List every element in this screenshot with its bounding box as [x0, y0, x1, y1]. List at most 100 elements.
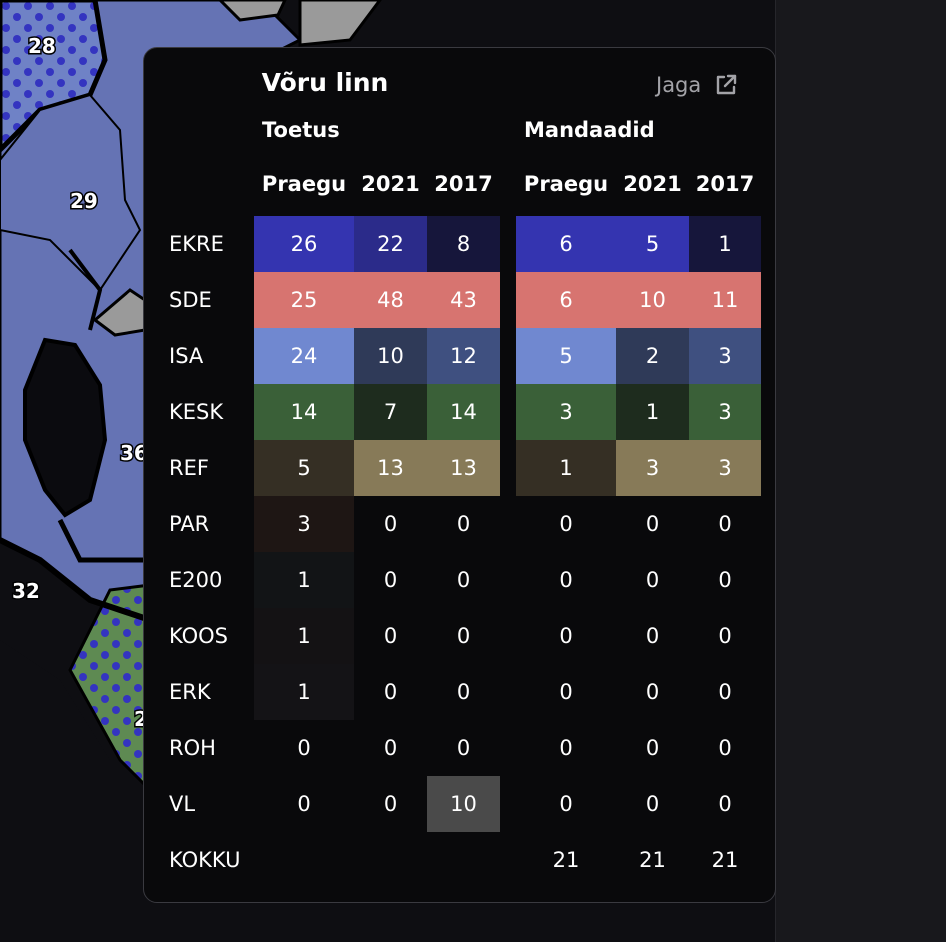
party-label: REF — [169, 456, 209, 480]
map-lake — [23, 337, 108, 518]
support-cell: 0 — [456, 736, 471, 760]
seats-cell: 0 — [559, 568, 573, 592]
support-cell: 24 — [254, 328, 354, 384]
seats-cell: 3 — [616, 440, 689, 496]
total-cell: 21 — [552, 848, 580, 872]
seats-cell: 1 — [616, 384, 689, 440]
seats-cell: 0 — [645, 792, 660, 816]
section-seats-header: Mandaadid — [524, 118, 655, 142]
seats-cell: 1 — [516, 440, 616, 496]
seats-cell: 5 — [516, 328, 616, 384]
support-cell: 13 — [354, 440, 427, 496]
column-header: 2017 — [695, 172, 755, 196]
support-cell: 0 — [383, 792, 398, 816]
support-cell: 3 — [254, 496, 354, 552]
map-label: 32 — [12, 579, 40, 603]
seats-cell: 0 — [645, 512, 660, 536]
seats-cell: 0 — [645, 680, 660, 704]
share-label: Jaga — [656, 73, 702, 97]
seats-cell: 0 — [559, 792, 573, 816]
support-cell: 7 — [354, 384, 427, 440]
column-header: Praegu — [261, 172, 347, 196]
support-cell: 48 — [354, 272, 427, 328]
support-cell: 14 — [254, 384, 354, 440]
total-cell: 21 — [639, 848, 666, 872]
support-cell: 1 — [254, 552, 354, 608]
support-cell: 0 — [456, 624, 471, 648]
seats-cell: 5 — [616, 216, 689, 272]
seats-cell: 0 — [718, 736, 732, 760]
support-cell: 0 — [456, 568, 471, 592]
support-cell: 0 — [383, 568, 398, 592]
party-label: SDE — [169, 288, 212, 312]
section-support-header: Toetus — [262, 118, 340, 142]
seats-cell: 0 — [559, 736, 573, 760]
column-header: 2017 — [434, 172, 493, 196]
seats-cell: 3 — [689, 440, 761, 496]
support-cell: 0 — [383, 512, 398, 536]
party-label: ROH — [169, 736, 216, 760]
seats-cell: 0 — [559, 680, 573, 704]
seats-cell: 0 — [645, 568, 660, 592]
map[interactable]: 28 29 3 6 32 2 — [0, 0, 780, 942]
total-label: KOKKU — [169, 848, 241, 872]
map-label: 28 — [28, 34, 56, 58]
support-cell: 0 — [383, 624, 398, 648]
seats-cell: 11 — [689, 272, 761, 328]
seats-cell: 0 — [645, 624, 660, 648]
support-cell: 26 — [254, 216, 354, 272]
support-cell: 13 — [427, 440, 500, 496]
support-cell: 1 — [254, 664, 354, 720]
seats-cell: 0 — [559, 512, 573, 536]
support-cell: 25 — [254, 272, 354, 328]
support-cell: 0 — [297, 792, 311, 816]
support-cell: 14 — [427, 384, 500, 440]
map-region-gray — [217, 0, 287, 22]
support-cell: 0 — [383, 736, 398, 760]
party-label: PAR — [169, 512, 210, 536]
support-cell: 0 — [383, 680, 398, 704]
party-label: EKRE — [169, 232, 224, 256]
seats-cell: 0 — [718, 792, 732, 816]
seats-cell: 1 — [689, 216, 761, 272]
party-label: ERK — [169, 680, 211, 704]
column-header: 2021 — [623, 172, 682, 196]
support-cell: 1 — [254, 608, 354, 664]
party-label: KESK — [169, 400, 224, 424]
party-label: KOOS — [169, 624, 229, 648]
seats-cell: 0 — [718, 680, 732, 704]
seats-cell: 6 — [516, 216, 616, 272]
seats-cell: 0 — [559, 624, 573, 648]
support-cell: 5 — [254, 440, 354, 496]
support-cell: 8 — [427, 216, 500, 272]
support-cell: 0 — [456, 512, 471, 536]
map-region-gray — [298, 0, 382, 47]
support-cell: 0 — [297, 736, 311, 760]
seats-cell: 0 — [718, 568, 732, 592]
panel-title: Võru linn — [261, 68, 389, 97]
map-region — [0, 93, 142, 292]
party-label: ISA — [169, 344, 204, 368]
seats-cell: 2 — [616, 328, 689, 384]
map-region-dark — [0, 640, 150, 942]
external-link-icon — [717, 74, 737, 95]
party-label: E200 — [169, 568, 223, 592]
map-label: 29 — [70, 189, 98, 213]
right-pane — [775, 0, 946, 942]
support-cell: 0 — [456, 680, 471, 704]
seats-cell: 3 — [516, 384, 616, 440]
share-button[interactable]: Jaga — [656, 70, 739, 100]
total-cell: 21 — [711, 848, 739, 872]
support-cell: 12 — [427, 328, 500, 384]
column-header: 2021 — [361, 172, 420, 196]
seats-cell: 6 — [516, 272, 616, 328]
seats-cell: 10 — [616, 272, 689, 328]
support-cell: 43 — [427, 272, 500, 328]
support-cell: 10 — [354, 328, 427, 384]
party-label: VL — [169, 792, 196, 816]
seats-cell: 0 — [718, 512, 732, 536]
support-cell: 10 — [427, 776, 500, 832]
seats-cell: 3 — [689, 384, 761, 440]
seats-cell: 3 — [689, 328, 761, 384]
seats-cell: 0 — [718, 624, 732, 648]
